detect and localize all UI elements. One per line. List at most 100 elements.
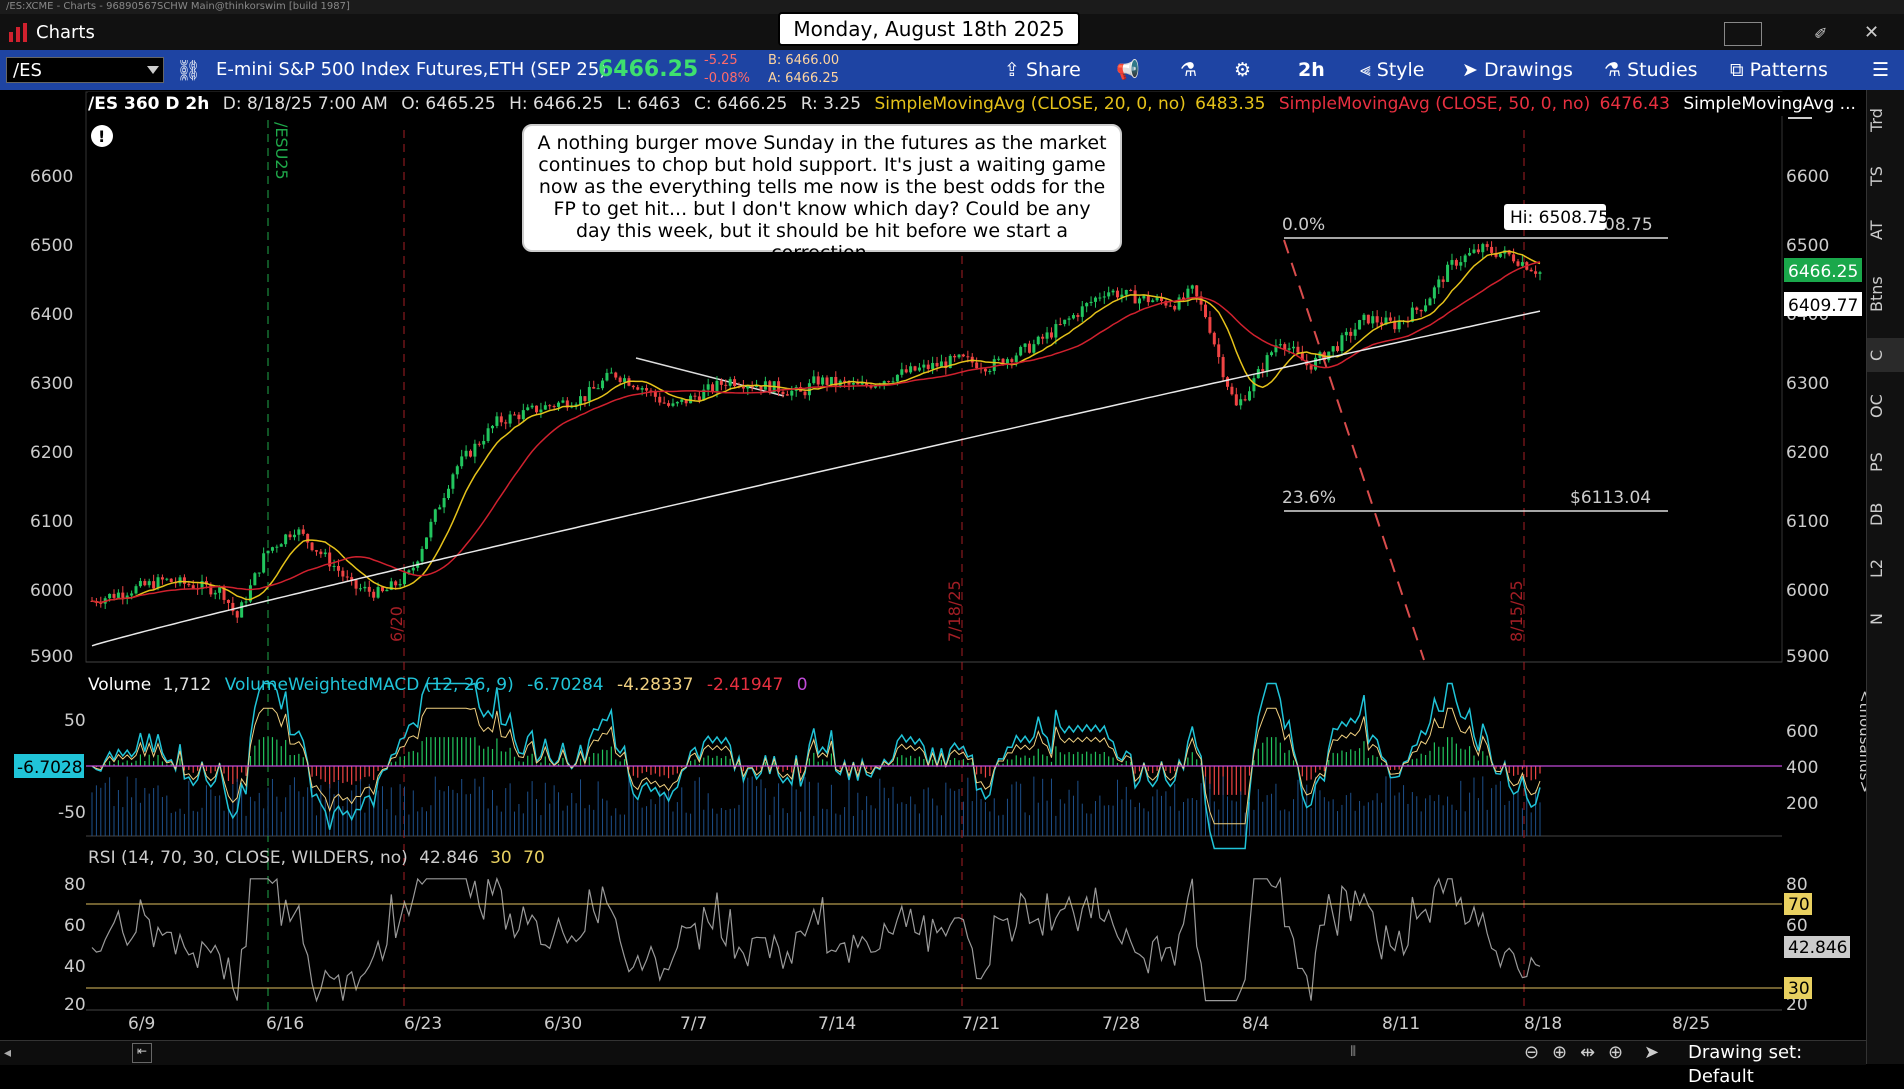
drawings-button[interactable]: ➤ Drawings	[1462, 50, 1573, 90]
fib-trend-line[interactable]	[1283, 239, 1425, 661]
vline-6-20-label: 6/20	[387, 606, 406, 642]
candle	[1019, 346, 1023, 356]
candle	[992, 359, 996, 371]
candle	[1428, 298, 1432, 306]
side-tab-at[interactable]: AT	[1867, 220, 1886, 240]
alert-icon[interactable]	[91, 125, 113, 147]
candle	[288, 534, 292, 538]
candle	[1476, 249, 1480, 253]
side-tab-l2[interactable]: L2	[1867, 558, 1886, 578]
candle	[785, 394, 789, 396]
sma50-value: 6476.43	[1599, 94, 1670, 114]
close-icon[interactable]: ✕	[1864, 22, 1880, 43]
crosshair-icon[interactable]: ⊕	[1608, 1042, 1624, 1063]
candle	[1063, 319, 1067, 325]
candle	[1071, 315, 1075, 319]
candle	[125, 595, 129, 598]
candle	[1146, 295, 1150, 303]
candle	[1344, 331, 1348, 336]
candle	[1384, 317, 1388, 325]
patterns-button[interactable]: ⧉ Patterns	[1730, 50, 1828, 90]
symbol-input[interactable]: /ES	[6, 57, 164, 83]
share-button[interactable]: ⇪ Share	[1004, 50, 1081, 90]
pointer-icon[interactable]: ➤	[1644, 1042, 1660, 1063]
scrollbar-handle[interactable]: ⦀	[1350, 1044, 1357, 1060]
scroll-left-icon[interactable]: ◂	[4, 1045, 12, 1061]
candle	[653, 391, 657, 397]
rsi-axis-label: 60	[64, 916, 86, 936]
vline-8-15-label: 8/15/25	[1507, 580, 1526, 642]
bid-price: B: 6466.00	[768, 53, 840, 68]
candle	[983, 368, 987, 372]
sma200-label[interactable]: SimpleMovingAvg ...	[1683, 94, 1856, 114]
side-tab-n[interactable]: N	[1867, 613, 1886, 625]
rsi-info-bar: RSI (14, 70, 30, CLOSE, WILDERS, no) 42.…	[88, 846, 551, 870]
reset-zoom-icon[interactable]: ⇤	[132, 1043, 152, 1063]
announcement-icon[interactable]: 📢	[1116, 59, 1140, 81]
zoom-in-icon[interactable]: ⊕	[1552, 1042, 1568, 1063]
side-tab-c[interactable]: C	[1867, 338, 1904, 372]
style-button[interactable]: ⫷ Style	[1360, 50, 1425, 90]
volume-label[interactable]: Volume	[88, 675, 152, 695]
rsi-line	[91, 876, 1541, 1003]
sma20-label[interactable]: SimpleMovingAvg (CLOSE, 20, 0, no)	[874, 94, 1186, 114]
candle	[631, 385, 635, 388]
candle	[596, 388, 600, 390]
candle	[658, 396, 662, 403]
last-price: 6466.25	[598, 57, 699, 82]
side-tab-oc[interactable]: OC	[1867, 394, 1886, 418]
gear-icon[interactable]: ⚙	[1234, 59, 1252, 81]
chevron-down-icon[interactable]	[147, 66, 159, 74]
menu-icon[interactable]: ☰	[1872, 59, 1890, 81]
candle	[1182, 297, 1186, 300]
macd-value-tag: -6.7028	[17, 758, 83, 778]
candles-icon: ⫷	[1360, 59, 1377, 81]
candle	[557, 402, 561, 407]
charts-tab[interactable]: Charts	[8, 19, 95, 45]
timeframe-button[interactable]: 2h	[1298, 59, 1325, 81]
zoom-out-icon[interactable]: ⊖	[1524, 1042, 1540, 1063]
pin-icon[interactable]: ✐	[1814, 24, 1828, 43]
sma50-label[interactable]: SimpleMovingAvg (CLOSE, 50, 0, no)	[1278, 94, 1591, 114]
rsi-label[interactable]: RSI (14, 70, 30, CLOSE, WILDERS, no)	[88, 848, 408, 868]
candle	[420, 548, 424, 562]
side-tab-ts[interactable]: TS	[1867, 166, 1886, 186]
side-tab-trd[interactable]: Trd	[1867, 108, 1886, 132]
candle	[1481, 244, 1485, 253]
price-series	[90, 241, 1542, 647]
candle	[1388, 317, 1392, 321]
candle	[579, 396, 583, 405]
candle	[1190, 285, 1194, 289]
side-tab-db[interactable]: DB	[1867, 502, 1886, 526]
candle	[270, 547, 274, 551]
expiry-label: /ESU25	[272, 122, 291, 180]
candle	[1366, 314, 1370, 324]
candle	[1230, 386, 1234, 395]
detach-icon[interactable]	[1724, 22, 1762, 46]
candle	[689, 395, 693, 404]
fib-236-value: $6113.04	[1570, 488, 1651, 508]
drawing-set-label[interactable]: Drawing set: Default	[1688, 1042, 1803, 1087]
side-tab-btns[interactable]: Btns	[1867, 276, 1886, 312]
candle	[1450, 260, 1454, 265]
macd-axis-label: -50	[58, 803, 86, 823]
studies-button[interactable]: ⚗ Studies	[1604, 50, 1698, 90]
pan-icon[interactable]: ⇹	[1580, 1042, 1596, 1063]
candle	[402, 572, 406, 585]
macd-label[interactable]: VolumeWeightedMACD (12, 26, 9)	[224, 675, 514, 695]
price-chart[interactable]: /ESU25 6/20 7/18/25 8/15/25 0.0% 23.6% $…	[0, 90, 1866, 1040]
candle	[226, 599, 230, 603]
candle	[900, 369, 904, 375]
candle	[1494, 252, 1498, 257]
annotation-note[interactable]: A nothing burger move Sunday in the futu…	[522, 124, 1122, 264]
right-price-axis[interactable]: 6600 6500 6400 6300 6200 6100 6000 5900	[1786, 167, 1829, 667]
candle	[746, 386, 750, 389]
side-tab-ps[interactable]: PS	[1867, 452, 1886, 472]
resistance-trendline[interactable]	[635, 357, 785, 397]
candle	[1424, 305, 1428, 312]
flask-icon[interactable]: ⚗	[1180, 59, 1198, 81]
candle	[297, 529, 301, 535]
vline-7-18-label: 7/18/25	[945, 580, 964, 642]
candle	[1358, 320, 1362, 330]
link-icon[interactable]: ⛓	[176, 58, 202, 82]
